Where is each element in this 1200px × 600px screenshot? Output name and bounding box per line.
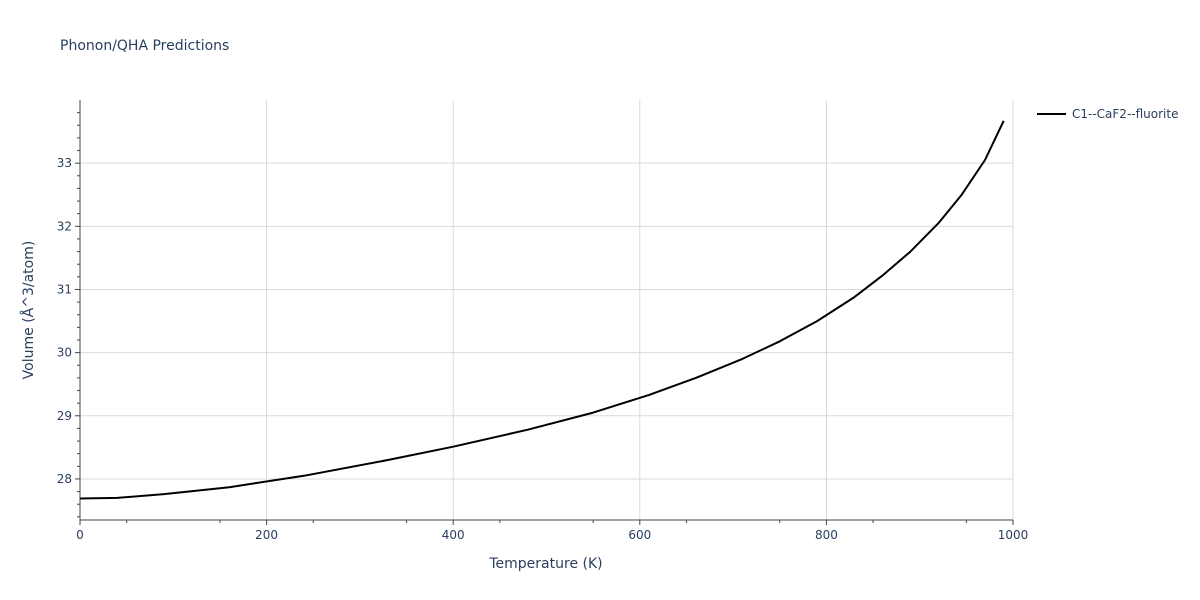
chart-title: Phonon/QHA Predictions [60, 38, 229, 54]
axes-layer: 0 200 400 600 800 1000 28 29 30 31 32 33 [57, 100, 1029, 542]
legend-label: C1--CaF2--fluorite [1072, 107, 1178, 121]
y-tick-label: 33 [57, 156, 72, 170]
y-tick-label: 30 [57, 346, 72, 360]
y-tick-label: 29 [57, 409, 72, 423]
x-axis-title: Temperature (K) [488, 556, 602, 572]
legend-item[interactable]: C1--CaF2--fluorite [1037, 107, 1178, 121]
x-tick-label: 400 [442, 528, 465, 542]
y-tick-label: 32 [57, 219, 72, 233]
y-tick-label: 31 [57, 282, 72, 296]
plot-layer [79, 120, 1005, 500]
legend[interactable]: C1--CaF2--fluorite [1037, 107, 1178, 121]
x-tick-label: 200 [255, 528, 278, 542]
y-axis-title: Volume (Å^3/atom) [20, 241, 37, 380]
grid-layer [80, 100, 1014, 520]
series-line[interactable] [79, 120, 1005, 500]
y-tick-label: 28 [57, 472, 72, 486]
x-tick-label: 600 [628, 528, 651, 542]
x-tick-label: 800 [815, 528, 838, 542]
x-tick-label: 0 [76, 528, 84, 542]
x-tick-label: 1000 [998, 528, 1029, 542]
